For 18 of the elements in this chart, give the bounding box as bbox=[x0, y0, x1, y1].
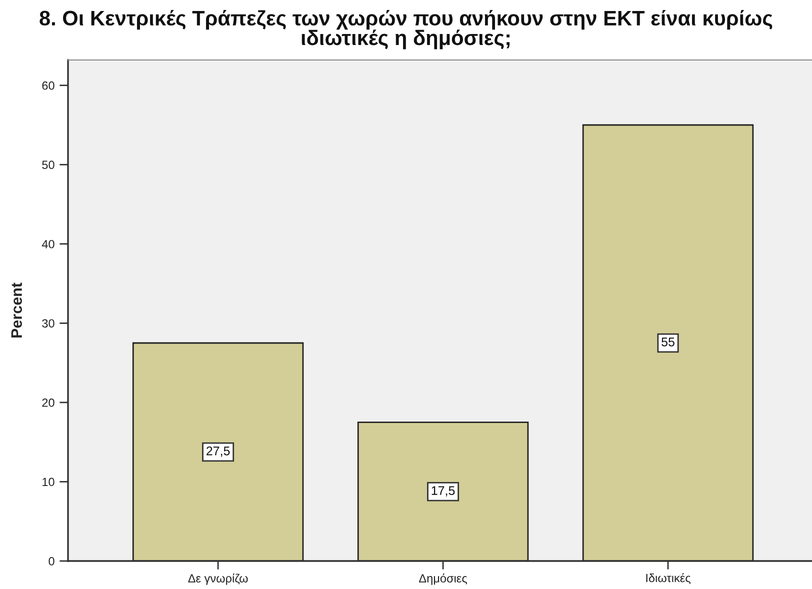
y-tick-label: 20 bbox=[42, 398, 54, 407]
y-tick-label: 30 bbox=[42, 319, 54, 328]
y-tick-label: 50 bbox=[42, 160, 54, 170]
y-tick-label: 10 bbox=[42, 478, 54, 486]
bar bbox=[132, 342, 304, 561]
y-tick-label: 40 bbox=[42, 240, 54, 248]
chart-title: 8. Οι Κεντρικές Τράπεζες των χωρών που ανήκουν στην ΕΚΤ είναι κυρίως ιδιωτικές η δημόσιες; bbox=[40, 10, 772, 50]
x-tick-label: Δημόσιες bbox=[419, 573, 468, 585]
y-axis-title: Percent bbox=[11, 282, 22, 338]
bar bbox=[582, 124, 754, 561]
data-label: 27,5 bbox=[206, 446, 230, 457]
x-tick-label: Δε γνωρίζω bbox=[188, 574, 248, 585]
x-tick-label: Ιδιωτικές bbox=[646, 573, 690, 584]
y-tick-label: 0 bbox=[48, 557, 54, 566]
y-tick-label: 60 bbox=[42, 81, 54, 90]
data-label: 17,5 bbox=[432, 486, 455, 496]
bar bbox=[357, 422, 529, 561]
data-label: 55 bbox=[662, 338, 674, 346]
